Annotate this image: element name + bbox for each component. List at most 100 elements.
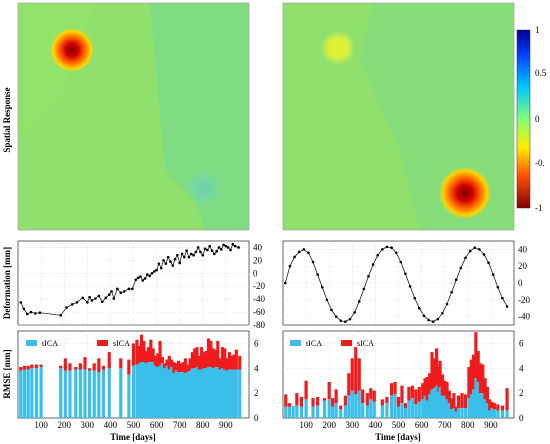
- data-point: [94, 297, 97, 300]
- bar-sica: [500, 405, 505, 411]
- data-point: [237, 246, 240, 249]
- bar-tica: [218, 369, 222, 418]
- bar-tica: [343, 405, 347, 418]
- data-point: [330, 308, 333, 312]
- data-point: [348, 317, 352, 321]
- data-point: [131, 287, 134, 291]
- x-tick-label: 700: [438, 420, 452, 430]
- bar-sica: [445, 381, 449, 400]
- bar-sica: [97, 358, 101, 373]
- bar-tica: [151, 362, 155, 418]
- bar-tica: [463, 408, 468, 418]
- bar-sica: [454, 406, 458, 412]
- y-tick-label: -40: [518, 312, 530, 322]
- data-point: [413, 296, 416, 300]
- bar-tica: [238, 369, 242, 418]
- data-point: [505, 305, 509, 308]
- data-point: [90, 299, 94, 302]
- bar-sica: [361, 389, 365, 404]
- y-tick-label: 0: [519, 413, 524, 423]
- bar-sica: [430, 352, 434, 390]
- bar-sica: [485, 386, 490, 404]
- data-point: [201, 253, 205, 257]
- bar-tica: [471, 389, 476, 418]
- bar-tica: [447, 403, 451, 418]
- bar-tica: [220, 368, 225, 418]
- bar-sica: [425, 376, 429, 401]
- x-tick-label: 600: [415, 420, 429, 430]
- bar-sica: [204, 350, 208, 369]
- rmse-left-legend: tICA sICA: [26, 339, 130, 348]
- bar-tica: [213, 367, 218, 418]
- bar-sica: [34, 364, 39, 369]
- data-point: [468, 249, 472, 253]
- data-point: [222, 243, 225, 247]
- bar-sica: [450, 398, 454, 410]
- bar-sica: [179, 363, 183, 373]
- bar-tica: [190, 368, 195, 418]
- bar-sica: [331, 398, 335, 407]
- bar-sica: [172, 362, 176, 374]
- bar-sica: [369, 388, 373, 400]
- rmse-right-xlabel: Time [days]: [375, 432, 421, 442]
- legend-swatch-sica: [341, 340, 352, 346]
- data-point: [441, 311, 444, 315]
- data-point: [297, 250, 301, 254]
- bar-sica: [414, 389, 418, 405]
- bar-sica: [350, 358, 354, 391]
- bar-tica: [107, 368, 111, 418]
- bar-tica: [295, 405, 299, 418]
- bar-sica: [463, 394, 468, 409]
- bar-sica: [505, 388, 509, 411]
- bar-tica: [174, 370, 178, 418]
- bar-sica: [443, 380, 447, 396]
- bar-sica: [137, 345, 141, 364]
- bar-tica: [438, 386, 442, 418]
- bar-tica: [131, 365, 136, 418]
- bar-sica: [202, 352, 206, 369]
- data-point: [169, 260, 172, 263]
- bar-tica: [476, 381, 480, 418]
- data-point: [357, 300, 361, 303]
- bar-sica: [452, 393, 456, 409]
- data-point: [194, 250, 198, 254]
- data-point: [143, 277, 147, 280]
- data-point: [284, 281, 287, 285]
- bar-sica: [438, 360, 442, 387]
- spatial-right-blob-2: [439, 167, 491, 219]
- bar-sica: [26, 365, 30, 370]
- bar-sica: [39, 364, 43, 368]
- y-tick-label: -60: [253, 307, 265, 317]
- data-point: [233, 244, 237, 248]
- bar-tica: [284, 406, 288, 418]
- data-point: [86, 301, 89, 304]
- bar-sica: [188, 358, 192, 371]
- bar-sica: [197, 355, 201, 370]
- bar-sica: [146, 347, 151, 363]
- bar-sica: [186, 364, 190, 373]
- y-tick-label: 0: [518, 278, 523, 288]
- x-tick-label: 400: [104, 420, 118, 430]
- bar-sica: [396, 396, 401, 407]
- x-tick-label: 100: [299, 420, 313, 430]
- data-point: [81, 296, 84, 300]
- bar-tica: [144, 363, 148, 418]
- data-point: [180, 252, 184, 256]
- data-point: [394, 251, 398, 255]
- data-point: [217, 246, 221, 249]
- data-point: [146, 273, 149, 276]
- bar-tica: [316, 405, 320, 418]
- data-point: [59, 314, 63, 317]
- bar-sica: [195, 347, 199, 368]
- bar-tica: [400, 403, 404, 418]
- bar-sica: [107, 352, 111, 369]
- data-point: [210, 249, 214, 252]
- bar-sica: [227, 352, 231, 370]
- bar-tica: [287, 406, 292, 418]
- bar-sica: [68, 363, 72, 371]
- bar-tica: [165, 365, 169, 418]
- bar-tica: [197, 369, 201, 418]
- bar-sica: [354, 347, 358, 395]
- bar-tica: [454, 411, 458, 418]
- bar-sica: [339, 405, 343, 410]
